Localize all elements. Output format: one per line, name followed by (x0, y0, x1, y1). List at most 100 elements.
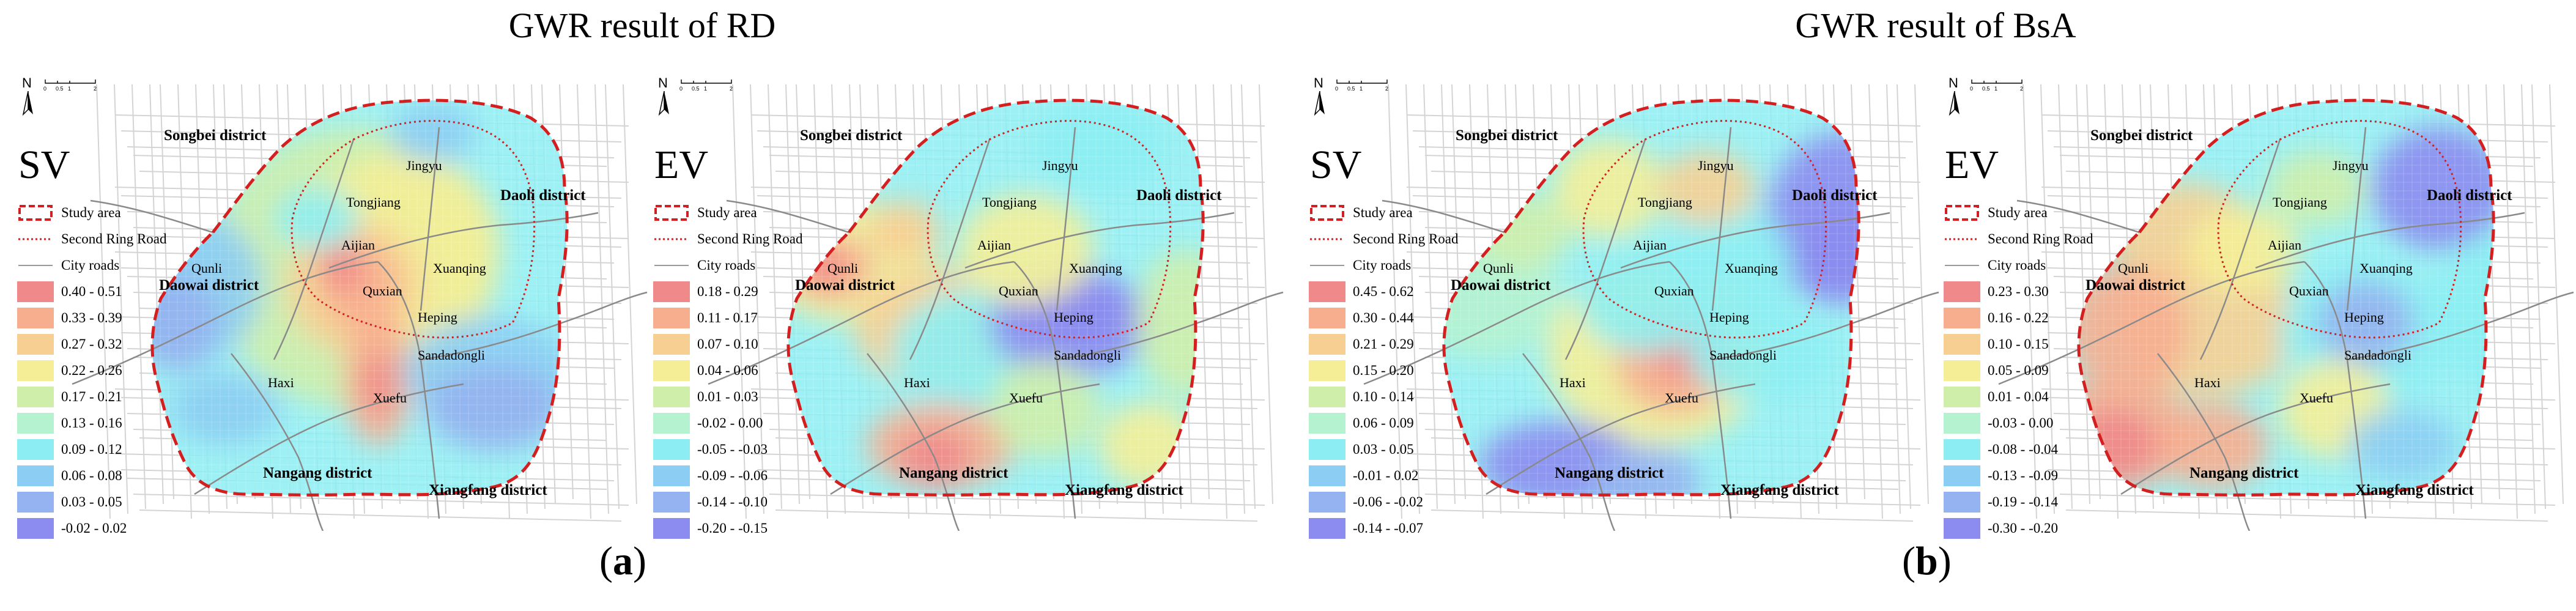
legend-class-label: 0.33 - 0.39 (61, 309, 122, 325)
scale-tick-label: 0.5 (1982, 86, 1990, 92)
group-title-rd: GWR result of RD (508, 6, 776, 45)
north-label: N (22, 75, 32, 91)
district-label-daoli: Daoli district (1792, 187, 1878, 204)
legend-city-roads-symbol (17, 255, 54, 276)
legend-class-label: -0.30 - -0.20 (1988, 520, 2058, 536)
subfigure-label-b: (b) (1902, 539, 1952, 583)
scale-tick-label: 2 (730, 86, 733, 92)
legend-class-label: 0.06 - 0.08 (61, 467, 122, 483)
legend-class-label: 0.05 - 0.09 (1988, 362, 2049, 378)
map-legend: Study area Second Ring Road City roads 0.23… (1944, 199, 2103, 541)
legend-city-roads: City roads (17, 252, 176, 278)
value-zone (2372, 127, 2494, 250)
legend-class: -0.20 - -0.15 (653, 515, 812, 541)
place-label-jingyu: Jingyu (406, 158, 442, 173)
north-arrow-icon: N (1944, 75, 1972, 118)
legend-city-roads-label: City roads (697, 257, 756, 273)
legend-second-ring-road-label: Second Ring Road (1353, 231, 1459, 246)
legend-study-area-label: Study area (1988, 204, 2048, 220)
value-zone (867, 201, 941, 262)
legend-class: 0.07 - 0.10 (653, 331, 812, 357)
legend-swatch (1309, 491, 1345, 513)
legend-class: 0.09 - 0.12 (17, 436, 176, 462)
legend-second-ring-road-symbol (1309, 229, 1345, 250)
place-label-aijian: Aijian (2268, 237, 2301, 253)
north-label: N (1949, 75, 1958, 91)
subfigure-label-a: (a) (599, 539, 646, 583)
legend-swatch (653, 333, 690, 355)
district-label-xiangfang: Xiangfang district (2355, 482, 2474, 498)
legend-swatch (1309, 281, 1345, 302)
legend-class-label: -0.03 - 0.00 (1988, 415, 2054, 431)
scale-bar: 0 0.5 1 2 (679, 73, 734, 92)
legend-swatch (17, 439, 54, 460)
map-legend: Study area Second Ring Road City roads 0.18… (653, 199, 812, 541)
legend-class-label: 0.03 - 0.05 (61, 494, 122, 509)
legend-class: -0.02 - 0.02 (17, 515, 176, 541)
legend-swatch (1944, 439, 1980, 460)
study-area-boundary (150, 98, 569, 497)
legend-class-label: -0.13 - -0.09 (1988, 467, 2058, 483)
legend-class-label: 0.04 - 0.06 (697, 362, 758, 378)
legend-swatch (1944, 281, 1980, 302)
place-label-xuefu: Xuefu (1009, 390, 1043, 405)
legend-swatch (1944, 307, 1980, 328)
legend-class: 0.06 - 0.09 (1309, 410, 1468, 436)
legend-swatch (653, 439, 690, 460)
study-area-boundary (2077, 98, 2495, 497)
map-canvas (708, 84, 1284, 531)
legend-swatch (1309, 465, 1345, 486)
place-label-xuanqing: Xuanqing (433, 261, 486, 276)
place-label-xuanqing: Xuanqing (1725, 261, 1778, 276)
legend-class: 0.30 - 0.44 (1309, 305, 1468, 331)
value-zone (427, 366, 561, 451)
scale-bar: 0 0.5 1 2 (1334, 73, 1390, 92)
scale-tick-label: 2 (94, 86, 97, 92)
legend-study-area-symbol (653, 202, 690, 223)
place-label-qunli: Qunli (2118, 261, 2149, 276)
place-label-tongjiang: Tongjiang (1638, 194, 1692, 210)
legend-study-area-symbol (1309, 202, 1345, 223)
legend-class-label: -0.01 - 0.02 (1353, 467, 1419, 483)
place-label-quxian: Quxian (999, 283, 1038, 298)
legend-class-label: 0.45 - 0.62 (1353, 283, 1414, 299)
district-label-songbei: Songbei district (164, 127, 267, 144)
legend-class: -0.13 - -0.09 (1944, 462, 2103, 489)
legend-class: -0.30 - -0.20 (1944, 515, 2103, 541)
study-area-boundary (1442, 98, 1860, 497)
legend-swatch (1944, 491, 1980, 513)
legend-class: 0.01 - 0.03 (653, 383, 812, 410)
legend-second-ring-road-label: Second Ring Road (61, 231, 167, 246)
gwr-value-surface (2078, 100, 2494, 495)
place-label-haxi: Haxi (904, 375, 930, 390)
place-label-jingyu: Jingyu (2333, 158, 2369, 173)
gwr-value-surface (1443, 100, 1859, 495)
district-label-songbei: Songbei district (1456, 127, 1558, 144)
legend-swatch (1944, 412, 1980, 434)
legend-class-label: -0.09 - -0.06 (697, 467, 768, 483)
value-zone (170, 372, 280, 445)
north-arrow-icon: N (17, 75, 45, 118)
place-label-heping: Heping (2344, 309, 2384, 325)
value-zone (1474, 194, 1572, 268)
legend-class: 0.22 - 0.26 (17, 357, 176, 383)
value-zone (2078, 262, 2188, 396)
legend-class-label: 0.18 - 0.29 (697, 283, 758, 299)
legend-class: -0.06 - -0.02 (1309, 489, 1468, 515)
legend-class-label: 0.01 - 0.03 (697, 388, 758, 404)
legend-class: 0.16 - 0.22 (1944, 305, 2103, 331)
place-label-jingyu: Jingyu (1042, 158, 1078, 173)
map-panel: N 0 0.5 1 2 EV Study area Second Ring Road City … (647, 66, 1286, 539)
map-panel: N 0 0.5 1 2 SV Study area Second Ring Road City … (11, 66, 650, 539)
legend-city-roads: City roads (1944, 252, 2103, 278)
legend-swatch (653, 465, 690, 486)
legend-class-label: -0.02 - 0.00 (697, 415, 763, 431)
legend-second-ring-road: Second Ring Road (653, 226, 812, 252)
north-label: N (1314, 75, 1323, 91)
legend-class: 0.03 - 0.05 (1309, 436, 1468, 462)
legend-class-label: 0.27 - 0.32 (61, 336, 122, 352)
district-label-songbei: Songbei district (2090, 127, 2193, 144)
legend-class-label: 0.30 - 0.44 (1353, 309, 1414, 325)
scale-tick-label: 0 (679, 86, 683, 92)
legend-class: 0.33 - 0.39 (17, 305, 176, 331)
